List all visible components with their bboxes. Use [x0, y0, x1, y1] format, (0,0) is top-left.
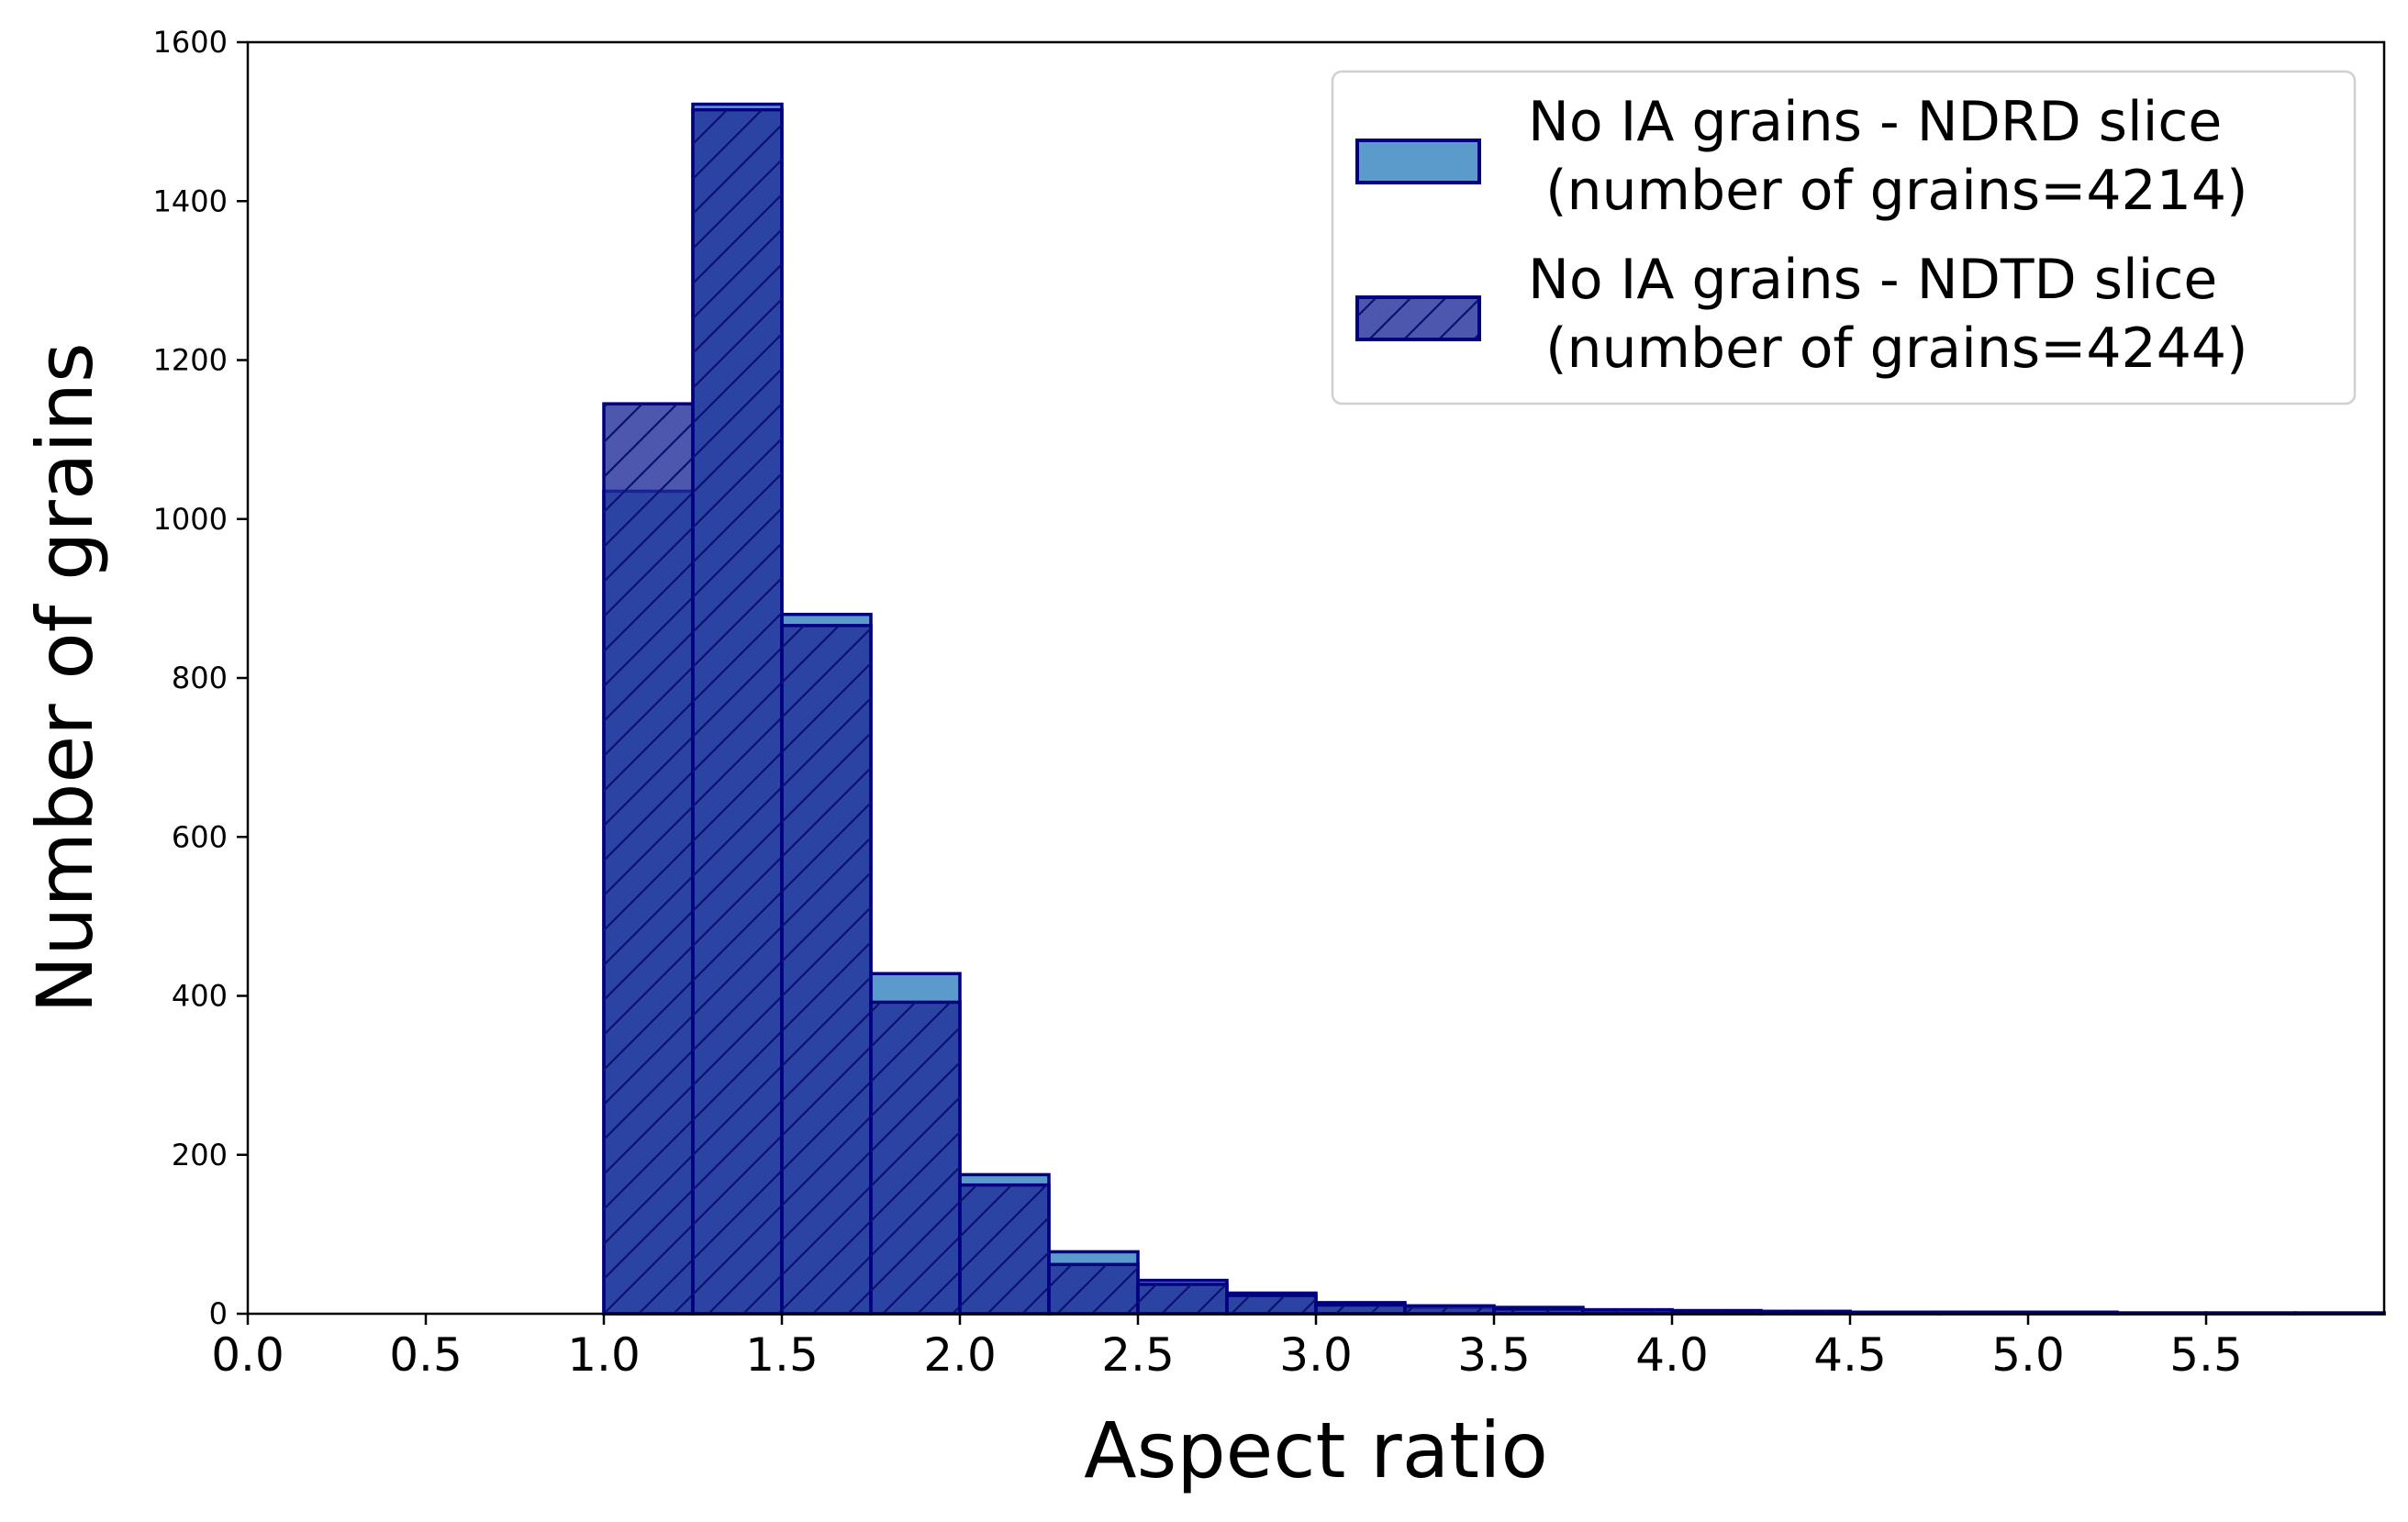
y-tick-label-1: 200 — [172, 1138, 228, 1172]
x-tick-label-11: 5.5 — [2169, 1328, 2243, 1382]
x-tick-label-4: 2.0 — [923, 1328, 997, 1382]
legend-swatch-ndrd — [1355, 139, 1481, 184]
bar-ndtd-hatch-bin-0 — [604, 404, 693, 1314]
y-tick-label-6: 1200 — [153, 343, 228, 378]
bar-ndtd-hatch-bin-1 — [693, 109, 782, 1315]
x-tick-label-2: 1.0 — [567, 1328, 641, 1382]
y-tick-label-0: 0 — [209, 1296, 228, 1331]
x-axis-label: Aspect ratio — [1084, 1405, 1548, 1495]
bar-ndtd-hatch-bin-3 — [871, 1002, 960, 1314]
bar-ndtd-hatch-bin-4 — [960, 1184, 1049, 1314]
y-tick-label-4: 800 — [172, 661, 228, 695]
bar-ndtd-hatch-bin-8 — [1316, 1305, 1405, 1314]
x-tick-label-1: 0.5 — [389, 1328, 463, 1382]
legend-swatch-ndtd-hatch — [1355, 295, 1481, 341]
legend-label-ndrd-line2: (number of grains=4214) — [1528, 159, 2247, 223]
bar-ndtd-hatch-bin-6 — [1138, 1283, 1227, 1314]
y-tick-label-7: 1400 — [153, 183, 228, 218]
bar-ndtd-hatch-bin-11 — [1583, 1309, 1672, 1314]
x-tick-label-3: 1.5 — [745, 1328, 819, 1382]
y-axis-ticks: 0 200 400 600 800 1000 1200 1400 1600 — [153, 25, 248, 1331]
x-tick-label-7: 3.5 — [1457, 1328, 1531, 1382]
x-tick-label-5: 2.5 — [1101, 1328, 1175, 1382]
legend-label-ndtd-line1: No IA grains - NDTD slice — [1528, 248, 2217, 312]
bar-ndtd-hatch-bin-12 — [1672, 1311, 1761, 1314]
y-tick-label-3: 600 — [172, 819, 228, 854]
bar-ndtd-hatch-bin-5 — [1049, 1264, 1138, 1314]
bars-ndtd-series — [602, 107, 2386, 1316]
x-tick-label-9: 4.5 — [1813, 1328, 1887, 1382]
legend-label-ndrd-line1: No IA grains - NDRD slice — [1528, 90, 2222, 154]
y-tick-label-5: 1000 — [153, 502, 228, 537]
x-tick-label-8: 4.0 — [1635, 1328, 1709, 1382]
bar-ndtd-hatch-bin-7 — [1227, 1295, 1316, 1314]
y-tick-label-8: 1600 — [153, 25, 228, 60]
x-axis-ticks: 0.0 0.5 1.0 1.5 2.0 2.5 3.0 3.5 4.0 4.5 5.0 5.5 — [211, 1314, 2243, 1382]
y-tick-label-2: 400 — [172, 979, 228, 1014]
x-tick-label-10: 5.0 — [1991, 1328, 2065, 1382]
bar-ndtd-hatch-bin-9 — [1405, 1305, 1494, 1314]
x-tick-label-0: 0.0 — [211, 1328, 284, 1382]
bar-ndtd-hatch-bin-13 — [1761, 1311, 1850, 1314]
x-tick-label-6: 3.0 — [1279, 1328, 1353, 1382]
legend-frame — [1331, 70, 2357, 405]
legend-label-ndtd-line2: (number of grains=4244) — [1528, 317, 2247, 381]
y-axis-label: Number of grains — [20, 342, 110, 1013]
bar-ndtd-hatch-bin-2 — [782, 625, 871, 1314]
legend: No IA grains - NDRD slice (number of gra… — [1331, 70, 2357, 405]
bar-ndtd-hatch-bin-10 — [1494, 1308, 1583, 1314]
